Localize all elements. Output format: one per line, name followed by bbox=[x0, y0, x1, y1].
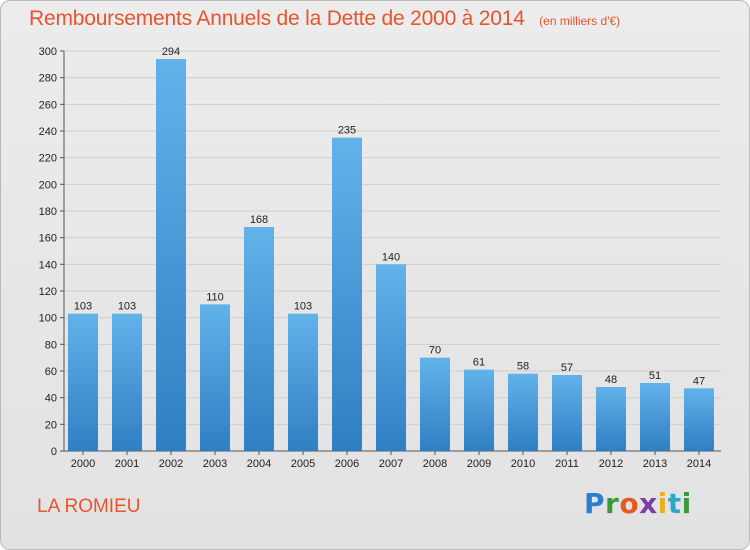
x-tick-label: 2011 bbox=[555, 458, 579, 470]
logo-letter: i bbox=[681, 487, 692, 520]
bar bbox=[596, 387, 626, 451]
y-tick-label: 140 bbox=[39, 259, 57, 271]
data-label: 110 bbox=[206, 291, 224, 303]
x-tick-label: 2009 bbox=[467, 458, 491, 470]
bar bbox=[552, 375, 582, 451]
bar-labels: 103 103 294 110 168 103 235 140 70 61 58 57 48 51 47 bbox=[74, 46, 705, 387]
logo-letter: r bbox=[605, 487, 620, 520]
data-label: 103 bbox=[74, 301, 92, 313]
data-label: 294 bbox=[162, 46, 180, 58]
bar bbox=[112, 313, 142, 451]
y-tick-label: 180 bbox=[39, 206, 57, 218]
x-tick-label: 2013 bbox=[643, 458, 667, 470]
logo-letter: t bbox=[667, 487, 682, 520]
data-label: 57 bbox=[561, 362, 573, 374]
x-tick-label: 2000 bbox=[71, 458, 95, 470]
y-tick-label: 280 bbox=[39, 73, 57, 85]
x-tick-label: 2007 bbox=[379, 458, 403, 470]
data-label: 51 bbox=[649, 370, 661, 382]
y-tick-label: 40 bbox=[45, 393, 57, 405]
y-tick-label: 120 bbox=[39, 286, 57, 298]
chart-subtitle: (en milliers d'€) bbox=[539, 14, 621, 28]
x-tick-label: 2008 bbox=[423, 458, 447, 470]
bar bbox=[244, 227, 274, 451]
bar bbox=[200, 304, 230, 451]
bar bbox=[68, 313, 98, 451]
y-tick-label: 0 bbox=[51, 446, 57, 458]
bar bbox=[156, 59, 186, 451]
data-label: 61 bbox=[473, 357, 485, 369]
data-label: 140 bbox=[382, 251, 400, 263]
title-line: Remboursements Annuels de la Dette de 20… bbox=[29, 7, 620, 31]
logo-letter: P bbox=[584, 487, 606, 520]
bar bbox=[640, 383, 670, 451]
data-label: 48 bbox=[605, 374, 617, 386]
x-tick-label: 2014 bbox=[687, 458, 711, 470]
x-tick-label: 2010 bbox=[511, 458, 535, 470]
bars bbox=[68, 59, 714, 451]
data-label: 70 bbox=[429, 345, 441, 357]
y-tick-label: 20 bbox=[45, 419, 57, 431]
data-label: 58 bbox=[517, 361, 529, 373]
logo-letter: x bbox=[639, 487, 658, 520]
y-tick-label: 160 bbox=[39, 233, 57, 245]
data-label: 47 bbox=[693, 375, 705, 387]
y-tick-label: 260 bbox=[39, 99, 57, 111]
x-tick-label: 2003 bbox=[203, 458, 227, 470]
bar bbox=[376, 264, 406, 451]
x-tick-label: 2006 bbox=[335, 458, 359, 470]
data-label: 103 bbox=[294, 301, 312, 313]
y-tick-label: 300 bbox=[39, 46, 57, 58]
x-tick-label: 2002 bbox=[159, 458, 183, 470]
bar bbox=[420, 357, 450, 451]
bar bbox=[508, 373, 538, 451]
x-tick-label: 2012 bbox=[599, 458, 623, 470]
logo-letter: i bbox=[657, 487, 668, 520]
y-tick-label: 220 bbox=[39, 153, 57, 165]
bar bbox=[332, 137, 362, 451]
y-tick-label: 60 bbox=[45, 366, 57, 378]
y-tick-label: 100 bbox=[39, 313, 57, 325]
y-tick-label: 240 bbox=[39, 126, 57, 138]
data-label: 235 bbox=[338, 125, 356, 137]
y-tick-label: 80 bbox=[45, 339, 57, 351]
bar bbox=[288, 313, 318, 451]
chart-title: Remboursements Annuels de la Dette de 20… bbox=[29, 7, 525, 30]
data-label: 168 bbox=[250, 214, 268, 226]
x-tick-label: 2004 bbox=[247, 458, 271, 470]
place-name: LA ROMIEU bbox=[37, 496, 141, 517]
y-tick-label: 200 bbox=[39, 179, 57, 191]
logo-letter: o bbox=[619, 487, 640, 520]
x-tick-label: 2005 bbox=[291, 458, 315, 470]
x-tick-label: 2001 bbox=[115, 458, 139, 470]
proxiti-logo: Proxiti bbox=[584, 487, 692, 520]
bar bbox=[464, 369, 494, 451]
bar bbox=[684, 388, 714, 451]
data-label: 103 bbox=[118, 301, 136, 313]
